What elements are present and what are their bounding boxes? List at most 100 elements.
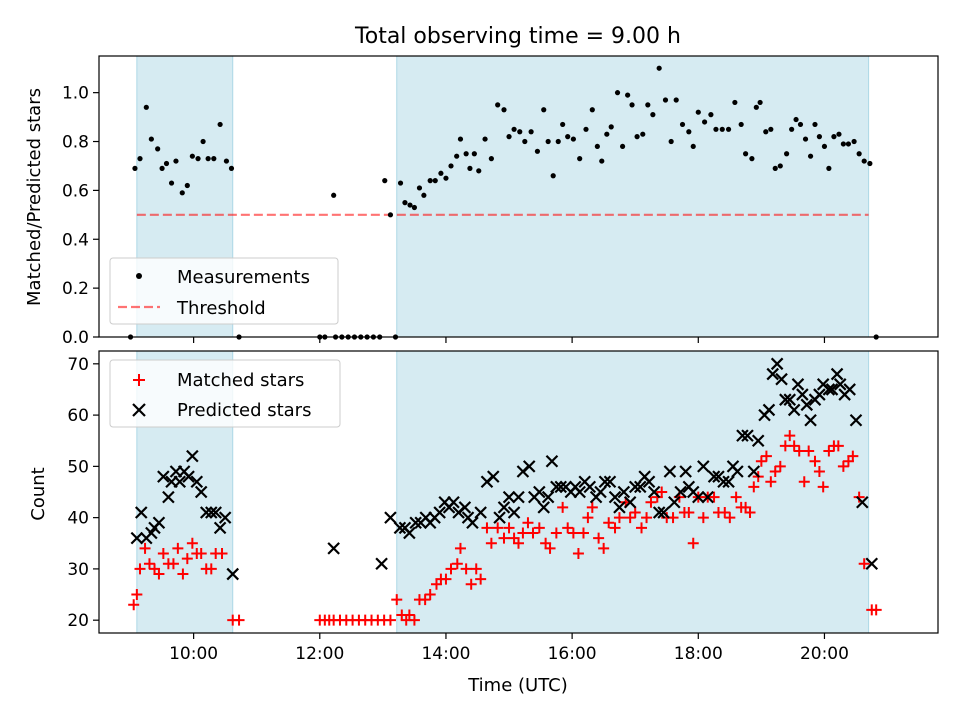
matched-star-point <box>216 548 228 560</box>
matched-star-point <box>186 537 198 549</box>
figure-title: Total observing time = 9.00 h <box>354 24 681 49</box>
measurement-point <box>517 129 523 135</box>
bottom-legend: Matched stars Predicted stars <box>109 359 341 428</box>
matched-star-point <box>793 445 805 457</box>
predicted-star-point <box>642 475 656 489</box>
predicted-star-point <box>628 480 642 494</box>
measurement-point <box>443 175 449 181</box>
matched-star-point <box>562 522 574 534</box>
measurement-point <box>438 170 444 176</box>
matched-star-point <box>629 507 641 519</box>
matched-star-point <box>153 568 165 580</box>
predicted-star-point <box>474 506 487 519</box>
predicted-star-point <box>173 475 187 489</box>
predicted-star-point <box>791 378 805 391</box>
measurement-point <box>836 131 842 137</box>
predicted-star-point <box>633 480 647 494</box>
y-tick-label: 70 <box>67 355 89 375</box>
matched-star-point <box>708 491 720 503</box>
shaded-interval <box>396 350 870 634</box>
matched-star-point <box>498 532 510 544</box>
predicted-star-point <box>157 470 170 483</box>
x-tick-label: 14:00 <box>421 644 470 664</box>
predicted-star-point <box>603 475 617 489</box>
measurement-point <box>397 180 404 186</box>
measurement-point <box>662 97 669 103</box>
measurement-point <box>668 138 674 145</box>
predicted-star-point <box>545 454 559 468</box>
y-tick-label: 40 <box>67 509 89 529</box>
measurement-point <box>625 92 631 98</box>
measurement-point <box>640 131 646 137</box>
measurement-point <box>577 156 583 162</box>
predicted-star-point <box>613 501 626 514</box>
measurement-point <box>467 165 473 171</box>
x-tick-label: 16:00 <box>548 644 597 664</box>
matched-star-point <box>557 501 569 513</box>
predicted-star-point <box>327 542 340 555</box>
measurement-point <box>753 104 759 110</box>
predicted-star-point <box>550 480 563 494</box>
matched-star-point <box>572 548 584 560</box>
matched-star-point <box>517 527 529 539</box>
matched-star-point <box>870 604 882 616</box>
measurement-point <box>228 165 235 171</box>
measurement-point <box>686 129 692 135</box>
predicted-star-point <box>736 429 749 442</box>
measurement-point <box>488 156 494 162</box>
bottom-axes-frame <box>98 350 939 634</box>
predicted-star-point <box>751 434 765 448</box>
predicted-star-point <box>617 485 631 499</box>
measurement-point <box>629 102 635 108</box>
predicted-star-point <box>822 383 836 396</box>
matched-star-point <box>765 476 777 488</box>
measurement-point <box>604 131 610 137</box>
predicted-star-point <box>701 490 715 504</box>
predicted-star-point <box>466 516 479 530</box>
predicted-star-point <box>594 485 607 499</box>
matched-star-point <box>527 527 539 539</box>
measurement-point <box>802 136 809 142</box>
matched-stars-series <box>128 430 882 626</box>
matched-star-point <box>744 507 756 519</box>
measurement-point <box>695 109 701 115</box>
top-y-axis-label: Matched/Predicted stars <box>24 88 45 306</box>
predicted-star-point <box>741 429 754 442</box>
legend-label-predicted: Predicted stars <box>177 400 311 421</box>
measurement-point <box>789 126 795 132</box>
x-tick-label: 12:00 <box>295 644 344 664</box>
measurement-point <box>831 134 837 140</box>
matched-star-point <box>384 614 396 626</box>
predicted-star-point <box>679 465 692 478</box>
matched-star-point <box>609 522 621 534</box>
measurement-point <box>416 185 423 191</box>
matched-star-point <box>567 527 579 539</box>
matched-star-point <box>460 563 472 575</box>
measurement-point <box>448 163 454 169</box>
matched-star-point <box>636 522 648 534</box>
measurement-point <box>861 158 867 164</box>
measurement-point <box>619 143 626 150</box>
predicted-star-point <box>573 485 586 499</box>
predicted-star-point <box>209 506 222 519</box>
predicted-star-point <box>813 388 826 401</box>
y-tick-label: 0.8 <box>62 133 89 153</box>
measurement-point <box>867 160 873 167</box>
measurement-point <box>528 129 534 135</box>
measurement-point <box>701 119 708 125</box>
legend-label-matched: Matched stars <box>177 370 304 391</box>
matched-star-point <box>724 512 736 524</box>
predicted-star-point <box>731 465 744 478</box>
predicted-star-point <box>623 495 637 509</box>
measurement-point <box>757 99 763 106</box>
predicted-star-point <box>493 511 506 524</box>
measurement-point <box>719 126 725 132</box>
predicted-star-point <box>762 403 776 417</box>
top-legend: Measurements Threshold <box>109 257 339 325</box>
predicted-star-point <box>668 495 681 509</box>
measurement-point <box>812 121 818 128</box>
matched-star-point <box>641 512 653 524</box>
measurement-point <box>749 156 755 162</box>
measurement-point <box>673 97 679 103</box>
measurement-point <box>495 102 501 108</box>
